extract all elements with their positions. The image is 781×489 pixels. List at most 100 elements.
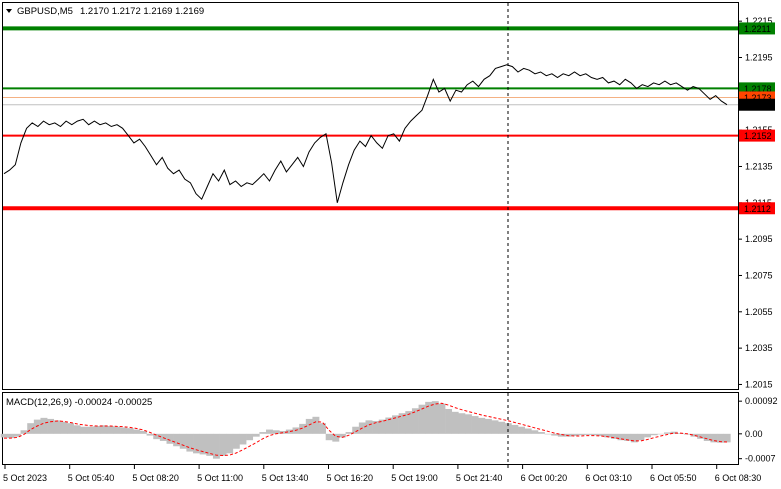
- macd-histogram-bar: [232, 433, 240, 449]
- macd-label: MACD(12,26,9) -0.00024 -0.00025: [6, 397, 152, 408]
- level-price-tag: [739, 82, 775, 95]
- level-price-label: 1.2112: [744, 204, 771, 214]
- macd-histogram-bar: [697, 433, 705, 439]
- macd-histogram-bar: [431, 401, 439, 434]
- price-tick-label: 1.2195: [745, 52, 773, 62]
- macd-histogram-bar: [146, 433, 154, 436]
- macd-histogram-bar: [385, 417, 393, 434]
- symbol-timeframe: GBPUSD,M5: [17, 6, 73, 17]
- macd-pane[interactable]: [0, 401, 731, 459]
- macd-histogram-bar: [325, 433, 333, 441]
- price-tick-label: 1.2055: [745, 307, 773, 317]
- macd-histogram-bar: [186, 433, 194, 452]
- macd-histogram-bar: [73, 425, 81, 434]
- macd-histogram-bar: [464, 414, 472, 434]
- macd-histogram-bar: [504, 423, 512, 434]
- macd-histogram-bar: [80, 426, 88, 434]
- time-tick-label: 5 Oct 11:00: [197, 473, 243, 483]
- macd-histogram-bar: [670, 431, 678, 434]
- macd-pane-frame: [2, 392, 739, 465]
- time-tick-label: 6 Oct 08:30: [715, 473, 762, 483]
- macd-histogram-bar: [425, 401, 433, 434]
- macd-histogram-bar: [411, 408, 419, 434]
- macd-histogram-bar: [0, 433, 8, 438]
- macd-histogram-bar: [630, 433, 638, 443]
- price-tick-label: 1.2015: [745, 379, 773, 389]
- macd-histogram-bar: [106, 426, 114, 434]
- macd-histogram-bar: [405, 411, 413, 434]
- main-pane[interactable]: [3, 26, 738, 211]
- macd-histogram-bar: [86, 426, 94, 434]
- time-tick-label: 5 Oct 05:40: [68, 473, 115, 483]
- macd-histogram-bar: [717, 433, 724, 443]
- macd-histogram-bar: [199, 433, 207, 455]
- macd-histogram-bar: [690, 433, 698, 437]
- macd-histogram-bar: [657, 433, 665, 435]
- macd-tick-label: 0.00: [745, 429, 763, 439]
- macd-histogram-bar: [153, 433, 161, 440]
- time-tick-label: 5 Oct 21:40: [456, 473, 503, 483]
- macd-histogram-bar: [610, 433, 618, 439]
- price-line: [3, 64, 728, 203]
- time-tick-label: 6 Oct 00:20: [521, 473, 568, 483]
- triangle-down-icon[interactable]: [6, 9, 12, 13]
- macd-histogram-bar: [703, 433, 711, 441]
- macd-histogram-bar: [372, 421, 380, 434]
- macd-histogram-bar: [597, 433, 605, 436]
- macd-histogram-bar: [47, 418, 55, 434]
- macd-histogram-bar: [710, 433, 718, 443]
- time-tick-label: 5 Oct 19:00: [391, 473, 438, 483]
- macd-histogram-bar: [471, 416, 479, 434]
- macd-histogram-bar: [338, 433, 346, 438]
- macd-histogram-bar: [624, 433, 632, 441]
- time-tick-label: 6 Oct 05:50: [650, 473, 697, 483]
- macd-histogram-bar: [378, 419, 386, 434]
- macd-histogram-bar: [332, 433, 340, 442]
- macd-histogram-bar: [591, 433, 598, 436]
- macd-histogram-bar: [193, 433, 200, 454]
- macd-histogram-bar: [438, 403, 446, 434]
- macd-histogram-bar: [173, 433, 181, 447]
- macd-histogram-bar: [67, 423, 74, 434]
- macd-histogram-bar: [100, 425, 108, 434]
- price-tick-label: 1.2135: [745, 161, 773, 171]
- ohlc-readout: 1.2170 1.2172 1.2169 1.2169: [80, 6, 204, 17]
- macd-histogram-bar: [604, 433, 612, 438]
- macd-histogram-bar: [484, 418, 492, 434]
- axes: 1.22151.21951.21751.21551.21351.21151.20…: [3, 3, 778, 483]
- price-tick-label: 1.2075: [745, 270, 773, 280]
- macd-histogram-bar: [451, 411, 459, 434]
- macd-histogram-bar: [498, 421, 506, 434]
- macd-histogram-bar: [345, 432, 353, 434]
- macd-histogram-bar: [113, 426, 121, 434]
- macd-histogram-bar: [226, 433, 234, 454]
- macd-histogram-bar: [537, 432, 545, 434]
- macd-histogram-bar: [478, 417, 486, 434]
- price-tick-label: 1.2095: [745, 234, 773, 244]
- macd-histogram-bar: [644, 433, 652, 438]
- macd-histogram-bar: [352, 426, 360, 434]
- time-tick-label: 5 Oct 16:20: [327, 473, 374, 483]
- macd-histogram-bar: [219, 433, 227, 456]
- level-price-label: 1.2211: [744, 24, 771, 34]
- macd-histogram-bar: [120, 427, 128, 434]
- price-tick-label: 1.2035: [745, 343, 773, 353]
- macd-histogram-bar: [392, 415, 399, 434]
- macd-histogram-bar: [617, 433, 625, 441]
- macd-histogram-bar: [531, 430, 539, 434]
- macd-histogram-bar: [577, 433, 585, 436]
- macd-histogram-bar: [53, 420, 61, 434]
- macd-tick-label: 0.00092: [745, 396, 778, 406]
- macd-histogram-bar: [571, 433, 579, 436]
- macd-histogram-bar: [27, 423, 35, 434]
- level-price-tag: [739, 98, 775, 111]
- macd-histogram-bar: [60, 421, 68, 434]
- macd-histogram-bar: [20, 430, 28, 434]
- macd-histogram-bar: [133, 429, 141, 434]
- main-pane-frame: [2, 2, 739, 390]
- macd-histogram-bar: [312, 416, 320, 434]
- macd-histogram-bar: [305, 418, 313, 434]
- macd-histogram-bar: [663, 432, 671, 434]
